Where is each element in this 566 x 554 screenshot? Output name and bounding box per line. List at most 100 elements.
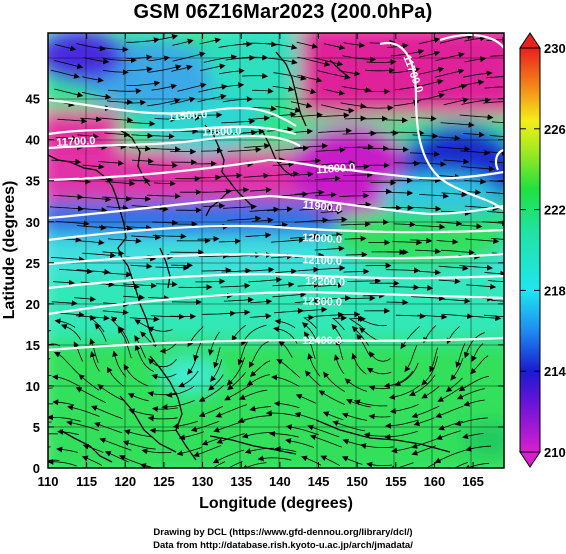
wind-streamline	[218, 82, 245, 89]
wind-streamline	[395, 313, 426, 320]
wind-streamline	[345, 295, 376, 302]
wind-streamline	[338, 311, 361, 318]
wind-streamline	[166, 385, 195, 398]
wind-streamline	[471, 343, 484, 363]
wind-streamline	[436, 146, 471, 152]
wind-streamline	[491, 299, 504, 302]
data-credit: Data from http://database.rish.kyoto-u.a…	[153, 540, 413, 551]
wind-streamline	[386, 42, 409, 49]
wind-streamline	[438, 278, 461, 285]
wind-streamline	[177, 82, 207, 92]
wind-streamline	[486, 76, 504, 79]
wind-streamline	[251, 87, 274, 94]
wind-streamline	[193, 340, 203, 362]
wind-streamline	[438, 265, 469, 271]
wind-streamline	[297, 306, 328, 313]
x-tick-label: 115	[76, 474, 97, 489]
wind-streamline	[139, 463, 174, 468]
wind-streamline	[221, 118, 256, 125]
wind-streamline	[171, 64, 193, 72]
wind-streamline	[198, 384, 225, 402]
wind-streamline	[463, 399, 485, 407]
wind-streamline	[155, 264, 190, 271]
wind-streamline	[76, 224, 107, 231]
wind-streamline	[273, 400, 300, 409]
wind-streamline	[82, 252, 117, 259]
wind-streamline	[491, 121, 504, 124]
wind-streamline	[81, 91, 112, 100]
wind-streamline	[147, 415, 178, 422]
wind-streamline	[462, 131, 485, 138]
wind-streamline	[147, 390, 178, 397]
x-tick-label: 160	[424, 474, 446, 489]
wind-streamline	[274, 445, 297, 453]
wind-streamline	[443, 158, 470, 165]
wind-streamline	[56, 446, 78, 453]
wind-streamline	[489, 135, 504, 137]
wind-streamline	[248, 341, 269, 369]
wind-streamline	[273, 72, 307, 81]
wind-streamline	[489, 161, 504, 164]
wind-streamline	[459, 114, 494, 121]
y-tick-label: 10	[26, 379, 40, 394]
wind-streamline	[297, 74, 323, 83]
wind-streamline	[464, 56, 487, 63]
wind-streamline	[341, 412, 368, 421]
wind-streamline	[347, 277, 382, 284]
wind-streamline	[134, 344, 154, 372]
wind-streamline	[50, 69, 80, 79]
wind-streamline	[112, 350, 127, 378]
wind-streamline	[75, 387, 107, 404]
y-tick-label: 30	[26, 215, 40, 230]
wind-streamline	[249, 405, 272, 412]
wind-streamline	[290, 101, 313, 109]
wind-streamline	[49, 205, 84, 212]
wind-streamline	[203, 54, 238, 63]
wind-streamline	[76, 268, 111, 275]
wind-streamline	[314, 311, 345, 318]
wind-streamline	[411, 284, 434, 291]
contour-label: 12400.0	[302, 335, 342, 347]
wind-streamline	[129, 316, 160, 323]
wind-streamline	[340, 102, 367, 109]
y-tick-label: 40	[26, 133, 40, 148]
x-tick-label: 150	[346, 474, 368, 489]
wind-streamline	[323, 43, 346, 51]
x-tick-label: 120	[114, 474, 136, 489]
wind-streamline	[366, 367, 392, 375]
wind-streamline	[307, 424, 340, 438]
wind-streamline	[341, 456, 363, 465]
wind-streamline	[199, 37, 222, 45]
wind-streamline	[249, 186, 272, 193]
wind-streamline	[98, 160, 125, 166]
wind-streamline	[250, 105, 277, 112]
wind-streamline	[54, 44, 77, 52]
x-tick-label: 135	[230, 474, 252, 489]
wind-streamline	[440, 297, 471, 304]
wind-streamline	[293, 112, 323, 119]
wind-streamline	[297, 266, 320, 273]
wind-streamline	[323, 88, 346, 96]
wind-streamline	[320, 208, 343, 215]
wind-streamline	[321, 216, 348, 223]
wind-streamline	[393, 221, 416, 228]
wind-streamline	[485, 191, 504, 194]
wind-streamline	[391, 177, 413, 184]
wind-streamline	[238, 389, 268, 400]
wind-streamline	[50, 256, 85, 263]
wind-streamline	[90, 405, 123, 420]
wind-streamline	[122, 282, 157, 289]
wind-streamline	[348, 315, 364, 329]
wind-streamline	[190, 420, 220, 433]
wind-streamline	[124, 99, 147, 106]
wind-streamline	[388, 462, 414, 468]
wind-streamline	[242, 72, 269, 79]
wind-streamline	[54, 88, 84, 98]
wind-streamline	[342, 130, 377, 137]
wind-streamline	[391, 204, 414, 211]
wind-streamline	[394, 362, 419, 387]
wind-streamline	[172, 51, 206, 62]
wind-streamline	[48, 459, 60, 461]
colorbar-label: 230	[544, 41, 566, 56]
wind-streamline	[347, 163, 370, 170]
